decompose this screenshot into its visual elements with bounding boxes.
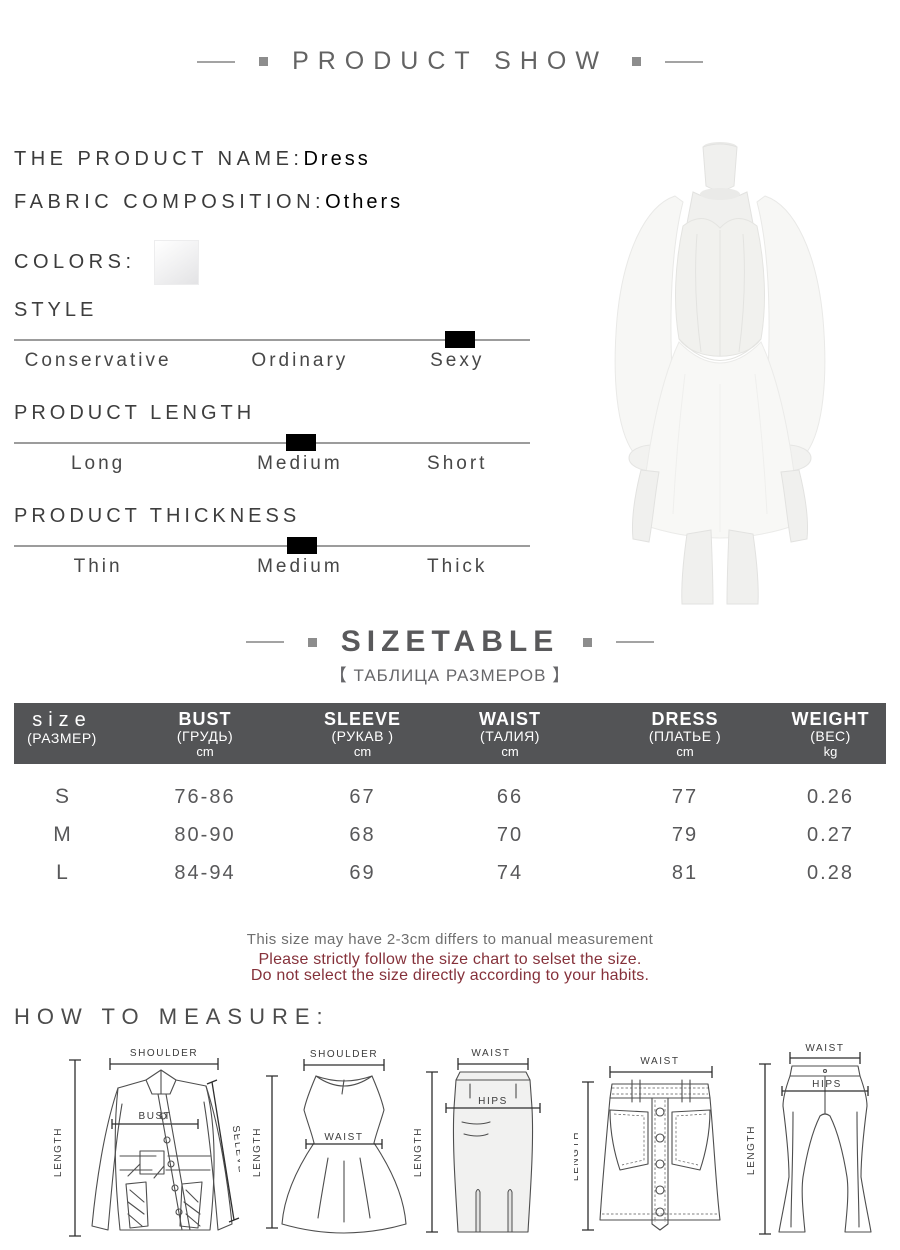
size-table-body: S 76-86 67 66 77 0.26 M 80-90 68 70 79 0…	[14, 778, 886, 892]
style-option-ordinary: Ordinary	[251, 350, 349, 371]
square-bullet-icon	[631, 57, 641, 66]
thickness-option-medium: Medium	[257, 556, 343, 577]
style-track	[14, 331, 530, 348]
length-option-short: Short	[427, 453, 488, 474]
square-bullet-icon	[307, 637, 317, 647]
col-bust: BUST (ГРУДЬ) cm	[176, 709, 234, 759]
thickness-heading: PRODUCT THICKNESS	[14, 505, 301, 527]
length-heading: PRODUCT LENGTH	[14, 402, 256, 424]
product-name-row: THE PRODUCT NAME:Dress	[14, 148, 371, 171]
measure-diagram-dress: SHOULDER LENGTH WAIST	[251, 1046, 431, 1238]
product-show-header: PRODUCT SHOW	[0, 47, 900, 76]
measure-diagram-pants: WAIST LENGTH HIPS	[746, 1042, 872, 1242]
measure-diagram-jacket: SHOULDER LENGTH BUST SELEVE	[48, 1044, 247, 1242]
length-label: LENGTH	[746, 1125, 757, 1175]
style-option-conservative: Conservative	[24, 350, 172, 371]
divider-line	[616, 641, 655, 643]
waist-label: WAIST	[324, 1132, 363, 1143]
fabric-row: FABRIC COMPOSITION:Others	[14, 191, 403, 214]
length-slider: PRODUCT LENGTH Long Medium Short	[14, 402, 530, 481]
length-label: LENGTH	[414, 1127, 424, 1177]
style-marker	[444, 331, 475, 348]
size-table: size (РАЗМЕР) BUST (ГРУДЬ) cm SLEEVE (РУ…	[14, 703, 886, 892]
thickness-track	[14, 537, 530, 554]
sizetable-subtitle: 【 ТАБЛИЦА РАЗМЕРОВ 】	[329, 666, 571, 685]
divider-line	[245, 641, 284, 643]
thickness-options: Thin Medium Thick	[14, 556, 530, 584]
length-label: LENGTH	[574, 1131, 581, 1181]
square-bullet-icon	[583, 637, 593, 647]
col-waist: WAIST (ТАЛИЯ) cm	[479, 709, 541, 759]
square-bullet-icon	[259, 57, 269, 66]
shoulder-label: SHOULDER	[310, 1049, 378, 1060]
product-name-label: THE PRODUCT NAME:	[14, 148, 304, 170]
dress-photo-illustration	[614, 142, 826, 605]
style-heading: STYLE	[14, 299, 98, 321]
length-label: LENGTH	[252, 1127, 263, 1177]
thickness-marker	[286, 537, 317, 554]
measure-diagram-mini-skirt: WAIST LENGTH	[570, 1052, 736, 1238]
product-name-value: Dress	[303, 148, 371, 170]
length-marker	[285, 434, 316, 451]
length-options: Long Medium Short	[14, 453, 530, 481]
style-slider: STYLE Conservative Ordinary Sexy	[14, 299, 530, 378]
color-swatch-white	[153, 240, 199, 285]
col-weight: WEIGHT (ВЕС) kg	[791, 709, 870, 759]
col-size: size (РАЗМЕР)	[27, 709, 97, 747]
thickness-option-thick: Thick	[427, 556, 488, 577]
col-sleeve: SLEEVE (РУКАВ ) cm	[323, 709, 402, 759]
note-habits: Do not select the size directly accordin…	[250, 967, 650, 985]
fabric-value: Others	[325, 191, 404, 213]
thickness-slider: PRODUCT THICKNESS Thin Medium Thick	[14, 505, 530, 584]
how-to-measure-heading: HOW TO MEASURE:	[14, 1004, 330, 1029]
thickness-option-thin: Thin	[73, 556, 123, 577]
divider-line	[197, 60, 236, 63]
product-photo	[575, 133, 865, 605]
sizetable-header: SIZETABLE	[0, 625, 900, 659]
size-notes: This size may have 2-3cm differs to manu…	[0, 931, 900, 985]
hips-label: HIPS	[478, 1096, 508, 1107]
colors-label: COLORS:	[14, 251, 136, 273]
divider-line	[664, 60, 703, 63]
size-table-header-row: size (РАЗМЕР) BUST (ГРУДЬ) cm SLEEVE (РУ…	[14, 703, 886, 765]
page-title: PRODUCT SHOW	[292, 47, 608, 75]
waist-label: WAIST	[471, 1048, 510, 1059]
col-dress: DRESS (ПЛАТЬЕ ) cm	[648, 709, 722, 759]
length-option-medium: Medium	[257, 453, 343, 474]
waist-label: WAIST	[640, 1056, 679, 1067]
hips-label: HIPS	[812, 1079, 842, 1090]
length-label: LENGTH	[53, 1127, 64, 1177]
shoulder-label: SHOULDER	[130, 1048, 198, 1059]
sizetable-title: SIZETABLE	[340, 625, 560, 658]
colors-row: COLORS:	[14, 240, 199, 285]
measure-diagram-pencil-skirt: WAIST LENGTH HIPS	[413, 1046, 546, 1238]
note-measurement: This size may have 2-3cm differs to manu…	[246, 931, 654, 948]
table-row-l: L 84-94 69 74 81 0.28	[56, 861, 854, 885]
waist-label: WAIST	[805, 1043, 844, 1054]
style-option-sexy: Sexy	[430, 350, 485, 371]
table-row-s: S 76-86 67 66 77 0.26	[54, 785, 854, 809]
style-options: Conservative Ordinary Sexy	[14, 350, 530, 378]
fabric-label: FABRIC COMPOSITION:	[14, 191, 326, 213]
length-option-long: Long	[70, 453, 126, 474]
sleeve-label: SELEVE	[230, 1125, 240, 1175]
bust-label: BUST	[138, 1111, 171, 1122]
table-row-m: M 80-90 68 70 79 0.27	[53, 823, 854, 847]
note-follow-chart: Please strictly follow the size chart to…	[258, 951, 642, 968]
length-track	[14, 434, 530, 451]
